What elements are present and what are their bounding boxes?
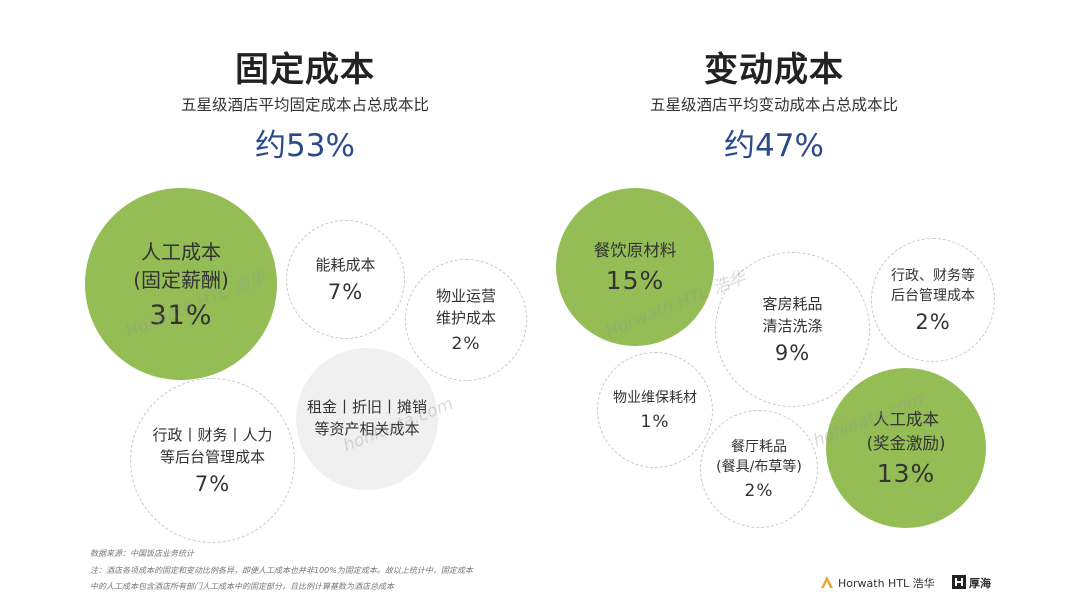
bubble-label: 人工成本 (奖金激励) — [866, 409, 946, 453]
bubble-label: 物业运营 维护成本 — [435, 287, 496, 327]
bubble-label: 客房耗品 清洁洗涤 — [762, 294, 823, 335]
bubble-var-room: 客房耗品 清洁洗涤 9% — [715, 252, 870, 407]
bubble-value: 2% — [744, 481, 774, 502]
hh-logo-icon — [952, 575, 966, 589]
source-note: 数据来源：中国饭店业务统计 — [90, 549, 194, 558]
hohi-brand: 厚海 — [969, 577, 991, 590]
variable-cost-subtitle: 五星级酒店平均变动成本占总成本比 — [649, 96, 898, 114]
bubble-value: 15% — [605, 266, 665, 296]
bubble-fixed-labor: 人工成本 (固定薪酬) 31% — [85, 188, 277, 380]
variable-cost-title: 变动成本 — [704, 50, 844, 90]
fixed-cost-share: 约53% — [255, 128, 355, 164]
footnote-line-2: 中的人工成本包含酒店所有部门人工成本中的固定部分，且比例计算基数为酒店总成本 — [90, 582, 394, 591]
bubble-var-food: 餐饮原材料 15% — [556, 188, 714, 346]
fixed-cost-title: 固定成本 — [235, 50, 375, 90]
bubble-fixed-admin: 行政丨财务丨人力 等后台管理成本 7% — [130, 378, 295, 543]
bubble-value: 9% — [774, 341, 811, 366]
bubble-label: 物业维保耗材 — [613, 389, 697, 406]
bubble-value: 1% — [640, 412, 670, 433]
bubble-var-restaurant: 餐厅耗品 (餐具/布草等) 2% — [700, 410, 818, 528]
bubble-fixed-asset: 租金丨折旧丨摊销 等资产相关成本 — [296, 348, 438, 490]
bubble-label: 餐饮原材料 — [593, 240, 677, 260]
triangle-logo-icon — [821, 576, 833, 588]
bubble-value: 2% — [451, 333, 481, 354]
horwath-brand: Horwath HTL 浩华 — [838, 577, 935, 590]
bubble-var-maintenance: 物业维保耗材 1% — [597, 352, 713, 468]
bubble-fixed-energy: 能耗成本 7% — [286, 220, 405, 339]
bubble-value: 13% — [876, 459, 936, 489]
variable-cost-share: 约47% — [724, 128, 824, 164]
bubble-label: 行政、财务等 后台管理成本 — [891, 267, 975, 304]
bubble-var-labor: 人工成本 (奖金激励) 13% — [826, 368, 986, 528]
bubble-var-admin: 行政、财务等 后台管理成本 2% — [871, 238, 995, 362]
bubble-label: 能耗成本 — [315, 255, 376, 274]
bubble-value: 7% — [194, 472, 231, 497]
bubble-label: 行政丨财务丨人力 等后台管理成本 — [152, 425, 273, 466]
bubble-label: 租金丨折旧丨摊销 等资产相关成本 — [306, 398, 427, 438]
footnote-line-1: 注：酒店各项成本的固定和变动比例各异，即便人工成本也并非100%为固定成本。故以… — [90, 566, 473, 575]
bubble-label: 餐厅耗品 (餐具/布草等) — [716, 438, 802, 475]
bubble-value: 7% — [327, 280, 364, 305]
fixed-cost-subtitle: 五星级酒店平均固定成本占总成本比 — [180, 96, 429, 114]
bubble-fixed-property: 物业运营 维护成本 2% — [405, 259, 527, 381]
bubble-label: 人工成本 (固定薪酬) — [133, 239, 229, 292]
bubble-value: 2% — [915, 310, 951, 335]
bubble-value: 31% — [149, 299, 213, 331]
